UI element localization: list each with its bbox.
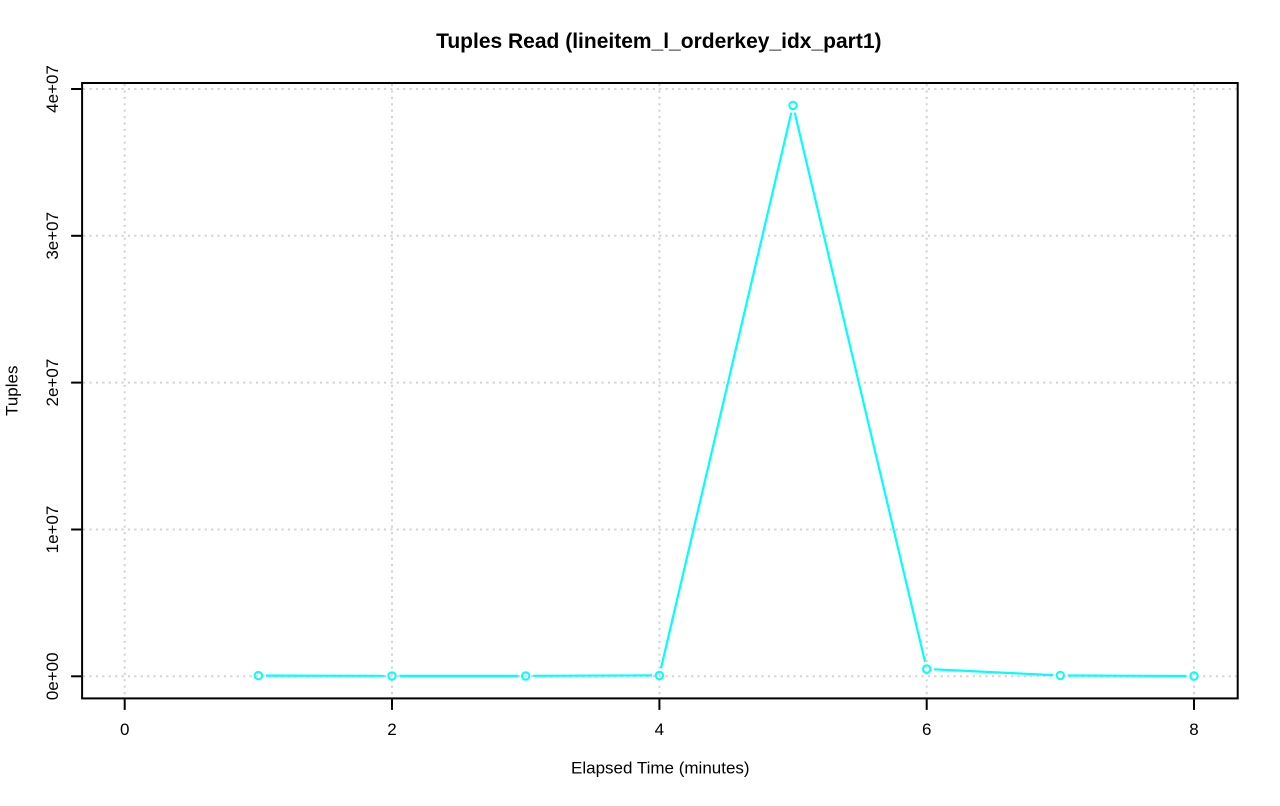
svg-text:Tuples Read (lineitem_l_orderk: Tuples Read (lineitem_l_orderkey_idx_par… [436,30,881,53]
svg-text:6: 6 [922,720,931,739]
svg-text:8: 8 [1189,720,1198,739]
svg-text:1e+07: 1e+07 [43,506,62,554]
svg-text:4e+07: 4e+07 [43,65,62,113]
svg-text:2: 2 [387,720,396,739]
svg-text:0: 0 [120,720,129,739]
svg-text:Elapsed Time (minutes): Elapsed Time (minutes) [571,759,750,778]
svg-text:3e+07: 3e+07 [43,212,62,260]
svg-text:2e+07: 2e+07 [43,359,62,407]
svg-text:Tuples: Tuples [3,365,22,415]
svg-text:4: 4 [655,720,664,739]
svg-text:0e+00: 0e+00 [43,652,62,700]
